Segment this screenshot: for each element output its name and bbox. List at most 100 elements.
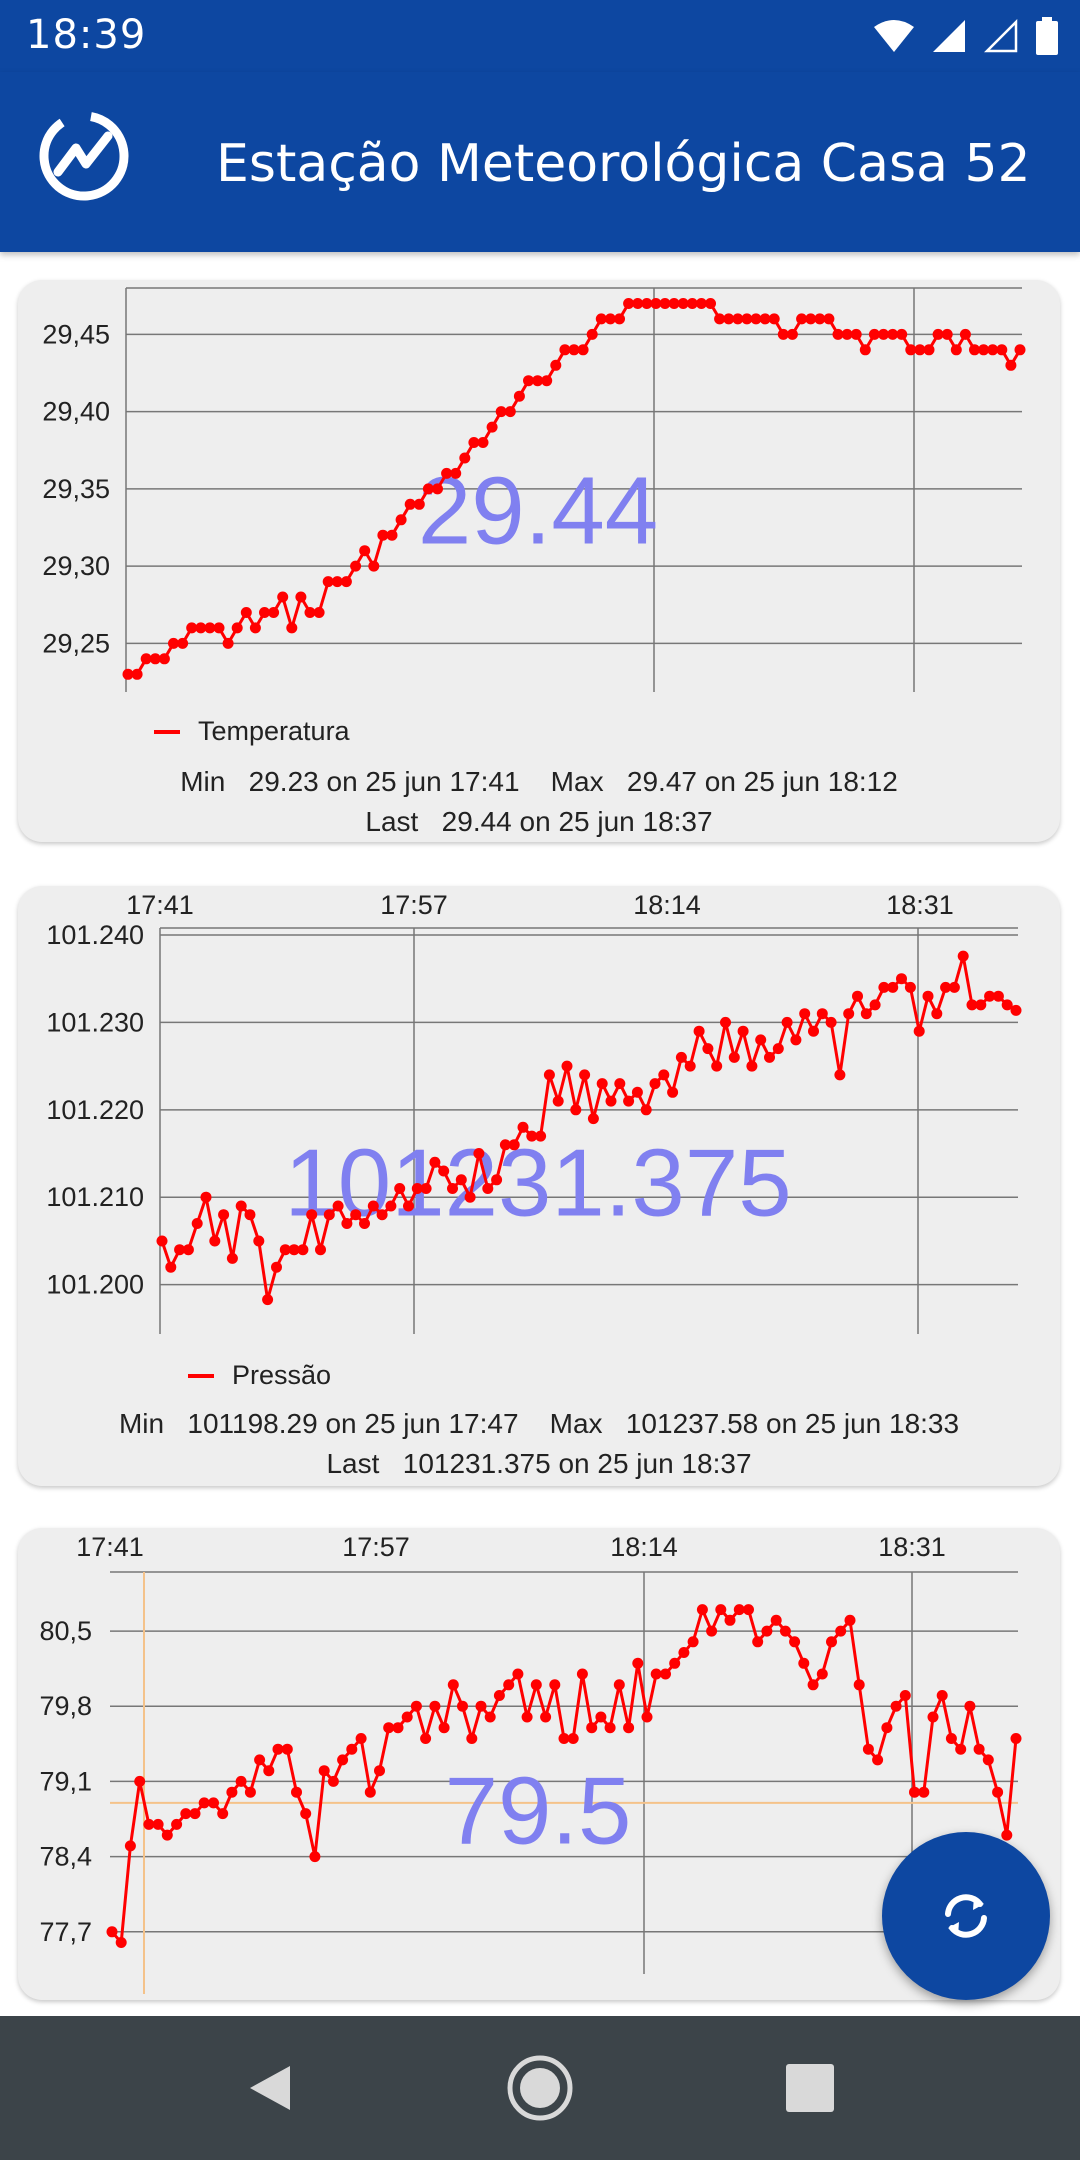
data-point — [714, 313, 726, 325]
data-point — [377, 529, 389, 541]
data-point — [844, 1614, 856, 1626]
data-point — [191, 1218, 203, 1229]
data-point — [186, 622, 198, 634]
data-point — [746, 1060, 758, 1072]
data-point — [508, 1139, 520, 1151]
data-point — [226, 1786, 238, 1798]
data-point — [675, 1051, 687, 1063]
data-point — [684, 1060, 696, 1072]
data-point — [850, 328, 862, 340]
x-tick-label: 17:41 — [76, 1532, 144, 1562]
data-point — [523, 375, 534, 387]
data-point — [940, 981, 952, 993]
data-point — [331, 576, 343, 588]
data-point — [337, 1754, 349, 1766]
data-point — [350, 560, 362, 572]
data-point — [300, 1808, 312, 1820]
data-point — [367, 1200, 379, 1212]
data-point — [475, 1700, 487, 1712]
data-point — [899, 1690, 911, 1701]
data-point — [1001, 999, 1013, 1011]
data-point — [659, 298, 671, 309]
x-tick-label: 18:31 — [878, 1532, 946, 1562]
data-point — [825, 1016, 837, 1028]
data-point — [304, 607, 316, 618]
data-point — [913, 1025, 925, 1037]
refresh-button[interactable] — [882, 1832, 1050, 2000]
data-point — [200, 1191, 212, 1203]
data-point — [438, 1165, 450, 1177]
legend-swatch — [154, 729, 180, 734]
home-icon[interactable] — [504, 2052, 576, 2124]
data-point — [604, 1722, 616, 1734]
data-point — [975, 999, 987, 1011]
data-point — [549, 1679, 561, 1691]
data-point — [286, 622, 298, 634]
recents-icon[interactable] — [774, 2052, 846, 2124]
data-point — [614, 1078, 626, 1090]
data-point — [641, 1711, 653, 1723]
data-point — [253, 1235, 265, 1247]
data-point — [249, 622, 261, 634]
data-point — [881, 1722, 893, 1734]
data-point — [992, 990, 1004, 1002]
data-point — [115, 1937, 127, 1948]
data-point — [631, 1086, 643, 1098]
data-point — [896, 973, 907, 985]
data-point — [512, 1668, 524, 1680]
data-point — [878, 981, 890, 993]
data-point — [457, 1700, 468, 1712]
data-point — [420, 1733, 432, 1744]
data-point — [198, 1797, 210, 1809]
data-point — [577, 344, 589, 356]
data-point — [834, 1069, 846, 1081]
data-point — [495, 406, 507, 418]
y-tick-label: 29,35 — [42, 474, 110, 504]
data-point — [852, 990, 863, 1002]
data-point — [420, 1183, 432, 1194]
data-point — [605, 1095, 617, 1107]
data-point — [504, 406, 516, 418]
y-tick-label: 79,8 — [39, 1691, 92, 1721]
data-point — [567, 1733, 579, 1744]
data-point — [750, 313, 762, 325]
data-point — [477, 437, 489, 448]
data-point — [872, 1754, 884, 1766]
data-point — [140, 653, 152, 665]
data-point — [240, 607, 252, 618]
data-point — [932, 328, 944, 340]
data-point — [650, 1668, 662, 1680]
data-point — [1005, 359, 1017, 371]
data-point — [789, 1636, 801, 1648]
data-point — [131, 668, 143, 680]
data-point — [272, 1743, 284, 1755]
data-point — [318, 1765, 330, 1777]
data-point — [814, 313, 826, 325]
data-point — [558, 1733, 570, 1744]
data-point — [385, 1200, 397, 1212]
data-point — [450, 467, 462, 479]
current-value-overlay: 79.5 — [445, 1758, 632, 1865]
data-point — [161, 1829, 173, 1841]
data-point — [823, 313, 835, 325]
data-point — [149, 653, 161, 665]
back-icon[interactable] — [234, 2052, 306, 2124]
data-point — [752, 1636, 764, 1648]
y-tick-label: 29,40 — [42, 397, 110, 427]
data-point — [383, 1722, 395, 1734]
data-point — [411, 1183, 423, 1194]
data-point — [936, 1690, 948, 1701]
data-point — [905, 344, 917, 356]
page-title: Estação Meteorológica Casa 52 — [216, 134, 1031, 194]
data-point — [503, 1679, 515, 1691]
legend-swatch — [188, 1373, 214, 1378]
data-point — [174, 1244, 186, 1256]
data-point — [779, 1625, 791, 1637]
data-point — [466, 1733, 478, 1744]
data-point — [134, 1775, 146, 1787]
y-tick-label: 101.240 — [46, 920, 144, 950]
data-point — [711, 1060, 723, 1072]
pressure-stats: Min 101198.29 on 25 jun 17:47 Max 101237… — [18, 1404, 1060, 1484]
data-point — [143, 1818, 155, 1830]
